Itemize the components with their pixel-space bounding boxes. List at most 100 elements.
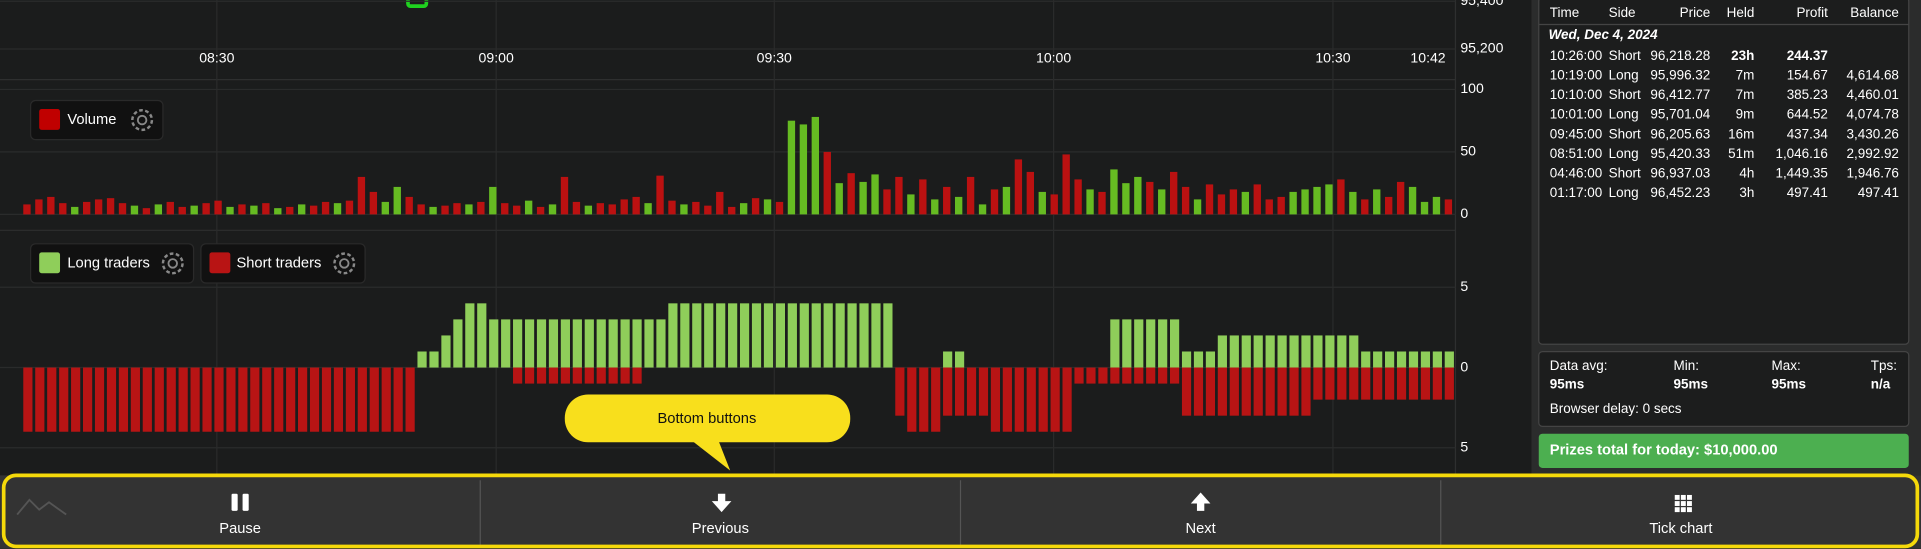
short-bar — [1014, 367, 1024, 432]
grid-icon — [1674, 494, 1692, 513]
stats-box — [1538, 350, 1910, 427]
legend-label: Long traders — [67, 255, 149, 271]
short-bar — [1253, 367, 1263, 416]
long-bar — [1325, 335, 1335, 368]
volume-bar — [47, 196, 55, 215]
up-arrow-icon — [1190, 492, 1211, 511]
table-cell: Short — [1609, 166, 1641, 181]
long-bar — [1408, 351, 1419, 368]
table-cell: 95,420.33 — [1650, 146, 1710, 161]
long-bar — [728, 303, 738, 368]
volume-bar — [298, 204, 306, 215]
short-bar — [895, 367, 905, 416]
table-cell: 96,937.03 — [1650, 166, 1710, 181]
prize-banner — [1538, 433, 1909, 468]
table-cell: 7m — [1736, 87, 1755, 102]
short-bar — [1229, 367, 1239, 416]
volume-bar — [548, 204, 557, 215]
short-bar — [71, 367, 81, 432]
highlight-outline — [1, 473, 1920, 549]
long-bar — [871, 303, 881, 368]
volume-bar — [513, 205, 521, 215]
long-bar — [560, 319, 570, 368]
volume-bar — [1408, 186, 1417, 215]
y-tick-label: 0 — [1460, 205, 1468, 221]
volume-bar — [1062, 154, 1070, 215]
long-bar — [1337, 335, 1347, 368]
short-bar — [1325, 367, 1335, 400]
table-cell: 04:46:00 — [1550, 166, 1602, 181]
settings-icon[interactable] — [161, 252, 184, 275]
volume-bar — [1432, 196, 1441, 215]
short-bar — [1337, 367, 1347, 400]
volume-bar — [393, 186, 401, 215]
volume-bar — [429, 206, 437, 215]
short-bar — [1062, 367, 1072, 432]
short-bar — [1241, 367, 1251, 416]
legend-label: Short traders — [236, 255, 321, 271]
x-tick-label: 08:30 — [199, 50, 234, 66]
volume-bar — [919, 179, 927, 215]
short-bar — [238, 367, 248, 432]
long-bar — [787, 303, 797, 368]
volume-bar — [739, 203, 748, 215]
short-bar — [23, 367, 33, 432]
table-header: Held — [1727, 5, 1755, 20]
table-cell: 7m — [1736, 68, 1755, 83]
volume-bar — [1181, 186, 1190, 215]
table-cell: 497.41 — [1858, 185, 1899, 200]
stat-label: Min: — [1674, 358, 1699, 373]
short-bar — [1205, 367, 1216, 416]
short-bar — [1408, 367, 1419, 400]
volume-bar — [83, 201, 91, 215]
x-tick-label: 09:30 — [757, 50, 792, 66]
short-bar — [1349, 367, 1359, 400]
table-cell: Long — [1609, 107, 1639, 122]
short-bar — [1432, 367, 1442, 400]
settings-icon[interactable] — [333, 252, 356, 275]
short-bar — [35, 367, 45, 432]
volume-bar — [907, 194, 915, 215]
short-bar — [83, 367, 93, 432]
legend-box[interactable] — [30, 243, 195, 284]
volume-bar — [895, 176, 903, 215]
short-bar — [596, 367, 606, 384]
short-bar — [548, 367, 559, 384]
short-bar — [333, 367, 344, 432]
volume-bar — [1098, 191, 1106, 215]
long-bar — [417, 351, 427, 368]
stat-value: 95ms — [1772, 376, 1806, 391]
callout — [564, 394, 851, 443]
short-bar — [536, 367, 547, 384]
volume-bar — [943, 186, 951, 215]
settings-icon[interactable] — [131, 109, 154, 132]
long-bar — [1420, 351, 1431, 368]
button-label: Tick chart — [1649, 521, 1712, 537]
short-bar — [1373, 367, 1383, 400]
short-bar — [1277, 367, 1287, 416]
long-bar — [680, 303, 690, 368]
legend-box[interactable] — [200, 243, 366, 284]
short-bar — [357, 367, 367, 432]
long-bar — [453, 319, 463, 368]
short-bar — [1050, 367, 1060, 432]
y-tick-label: 5 — [1460, 439, 1468, 455]
long-bar — [572, 319, 582, 368]
legend-box[interactable] — [30, 99, 164, 141]
table-cell: Short — [1609, 126, 1641, 141]
long-bar — [692, 303, 702, 368]
long-bar — [943, 351, 953, 368]
long-bar — [1373, 351, 1383, 368]
volume-bar — [1325, 184, 1333, 215]
volume-bar — [1217, 194, 1226, 215]
long-bar — [739, 303, 750, 368]
short-bar — [560, 367, 570, 384]
volume-bar — [811, 116, 819, 215]
long-bar — [1277, 335, 1287, 368]
long-bar — [1134, 319, 1144, 368]
volume-bar — [1169, 171, 1178, 215]
volume-bar — [106, 198, 115, 215]
long-bar — [441, 335, 451, 368]
long-bar — [501, 319, 511, 368]
